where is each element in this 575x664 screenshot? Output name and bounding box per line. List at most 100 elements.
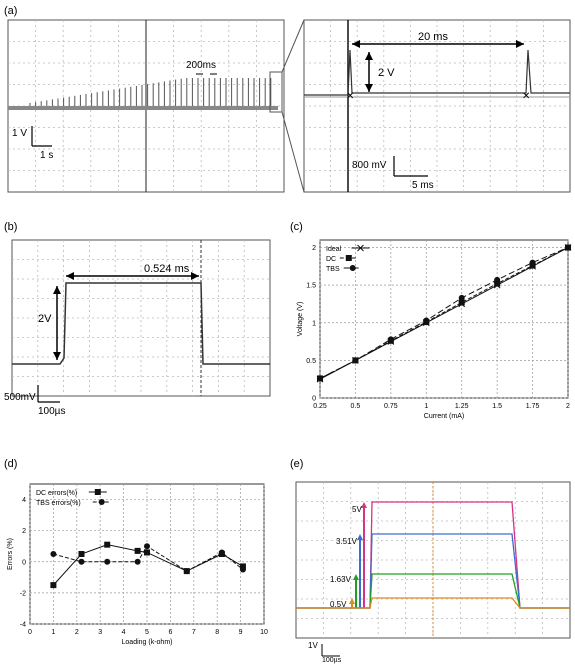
panel-e-level-1v63: 1.63V [330, 575, 352, 584]
point-circle [134, 558, 141, 565]
y-tick-label: 0 [312, 396, 316, 403]
x-tick-label: 8 [215, 629, 219, 636]
level-arrow-head-3 [349, 598, 355, 604]
legend-entry: Ideal [326, 246, 342, 253]
x-tick-label: 1.75 [526, 403, 540, 410]
point-square [104, 541, 111, 548]
x-tick-label: 0.5 [351, 403, 361, 410]
x-tick-label: 10 [260, 629, 268, 636]
x-tick-label: 5 [145, 629, 149, 636]
panel-b-amp-arrow-top [53, 286, 61, 294]
point-circle [183, 568, 190, 575]
x-tick-label: 2 [75, 629, 79, 636]
y-tick-label: 1 [312, 320, 316, 327]
point-square [50, 582, 57, 589]
point-circle [458, 294, 465, 301]
panel-a-zoom-period-arrow-right [516, 40, 524, 48]
point-circle [529, 259, 536, 266]
panel-b-amp-label: 2V [38, 313, 52, 325]
legend-marker-circle [349, 265, 356, 271]
legend-marker-x [357, 244, 364, 252]
y-tick-label: 2 [312, 245, 316, 252]
x-tick-label: 2 [566, 403, 570, 410]
legend-entry: TBS [326, 266, 340, 273]
level-arrow-head-0 [361, 502, 367, 508]
x-tick-label: 6 [168, 629, 172, 636]
panel-a-zoom-period-label: 20 ms [418, 31, 448, 43]
x-tick-label: 7 [192, 629, 196, 636]
y-tick-label: 1.5 [306, 283, 316, 290]
x-tick-label: 9 [239, 629, 243, 636]
panel-a-zoom-cross-right: ✕ [522, 91, 530, 102]
panel-b-width-arrow-right [191, 272, 199, 280]
panel-e-level-5v: 5V [352, 505, 362, 514]
point-circle [144, 543, 150, 550]
y-axis-label: Errors (%) [7, 538, 14, 570]
panel-b-scale-t: 100µs [38, 406, 65, 417]
panel-a-baseline [8, 106, 278, 110]
x-axis-label: Loading (k-ohm) [122, 639, 173, 646]
x-tick-label: 1.5 [492, 403, 502, 410]
point-circle [317, 375, 323, 382]
x-axis-label: Current (mA) [424, 413, 464, 420]
point-square [239, 563, 246, 570]
point-square [78, 551, 85, 557]
panel-a-scale-t: 1 s [40, 150, 53, 161]
panel-c-chart: 0.25 0.5 0.75 1 1.25 1.5 1.75 2 0 0.5 1 1.5 2 Current… [297, 239, 572, 420]
point-circle [565, 244, 571, 251]
point-circle [423, 317, 430, 324]
panel-a-zoom-period-arrow-left [352, 40, 360, 48]
legend-entry: DC errors(%) [36, 490, 77, 497]
x-tick-label: 0.75 [384, 403, 398, 410]
panel-label-e: (e) [290, 458, 303, 470]
x-tick-label: 1 [424, 403, 428, 410]
point-circle [387, 336, 394, 343]
point-circle [494, 276, 501, 283]
panel-a-zoom-scope: ✕ ✕ 20 ms 2 V 800 mV 5 ms [303, 19, 571, 193]
panel-a-interval-label: 200ms [186, 60, 216, 71]
point-square [144, 549, 150, 556]
panel-e-level-0v5: 0.5V [330, 600, 347, 609]
panel-e-scale-t: 100µs [322, 657, 342, 664]
series-line [319, 247, 569, 379]
legend-entry: TBS errors(%) [36, 500, 81, 507]
trace-3 [296, 597, 570, 609]
y-axis-label: Voltage (V) [297, 302, 304, 337]
panel-a-scope: 200ms 1 V 1 s [7, 19, 305, 193]
panel-e-scale-v: 1V [308, 641, 318, 650]
panel-e-level-3v51: 3.51V [336, 537, 358, 546]
point-circle [78, 558, 85, 565]
x-tick-label: 4 [122, 629, 126, 636]
panel-a-zoom-amp-label: 2 V [378, 67, 395, 79]
panel-b-width-arrow-left [66, 272, 74, 280]
point-circle [218, 549, 225, 556]
panel-a-zoom-amp-arrow-bottom [365, 84, 373, 92]
point-square [458, 299, 465, 306]
x-tick-label: 0.25 [313, 403, 327, 410]
level-arrow-head-1 [357, 534, 363, 540]
series-line [53, 545, 244, 572]
panel-b-scope: 0.524 ms 2V 500mV 100µs [4, 239, 271, 417]
panel-a-zoom-box [269, 71, 283, 113]
panel-b-waveform [12, 282, 270, 365]
panel-a-zoom-scale-t: 5 ms [412, 180, 434, 191]
y-tick-label: -2 [20, 590, 26, 597]
x-tick-label: 1.25 [455, 403, 469, 410]
plot-area [319, 239, 569, 399]
legend-marker-square [345, 255, 352, 261]
y-tick-label: -4 [20, 622, 26, 629]
point-circle [352, 357, 359, 364]
point-square [134, 547, 141, 554]
panel-label-a: (a) [4, 5, 17, 17]
panel-a-zoom-connector-bottom [281, 111, 305, 193]
series-line [319, 247, 569, 379]
level-arrow-head-2 [353, 574, 359, 580]
y-tick-label: 2 [22, 528, 26, 535]
point-square [529, 262, 536, 269]
panel-a-zoom-grid [304, 20, 570, 192]
panel-b-grid [12, 240, 270, 396]
y-tick-label: 0.5 [306, 358, 316, 365]
point-circle [104, 558, 111, 565]
panel-label-d: (d) [4, 458, 17, 470]
